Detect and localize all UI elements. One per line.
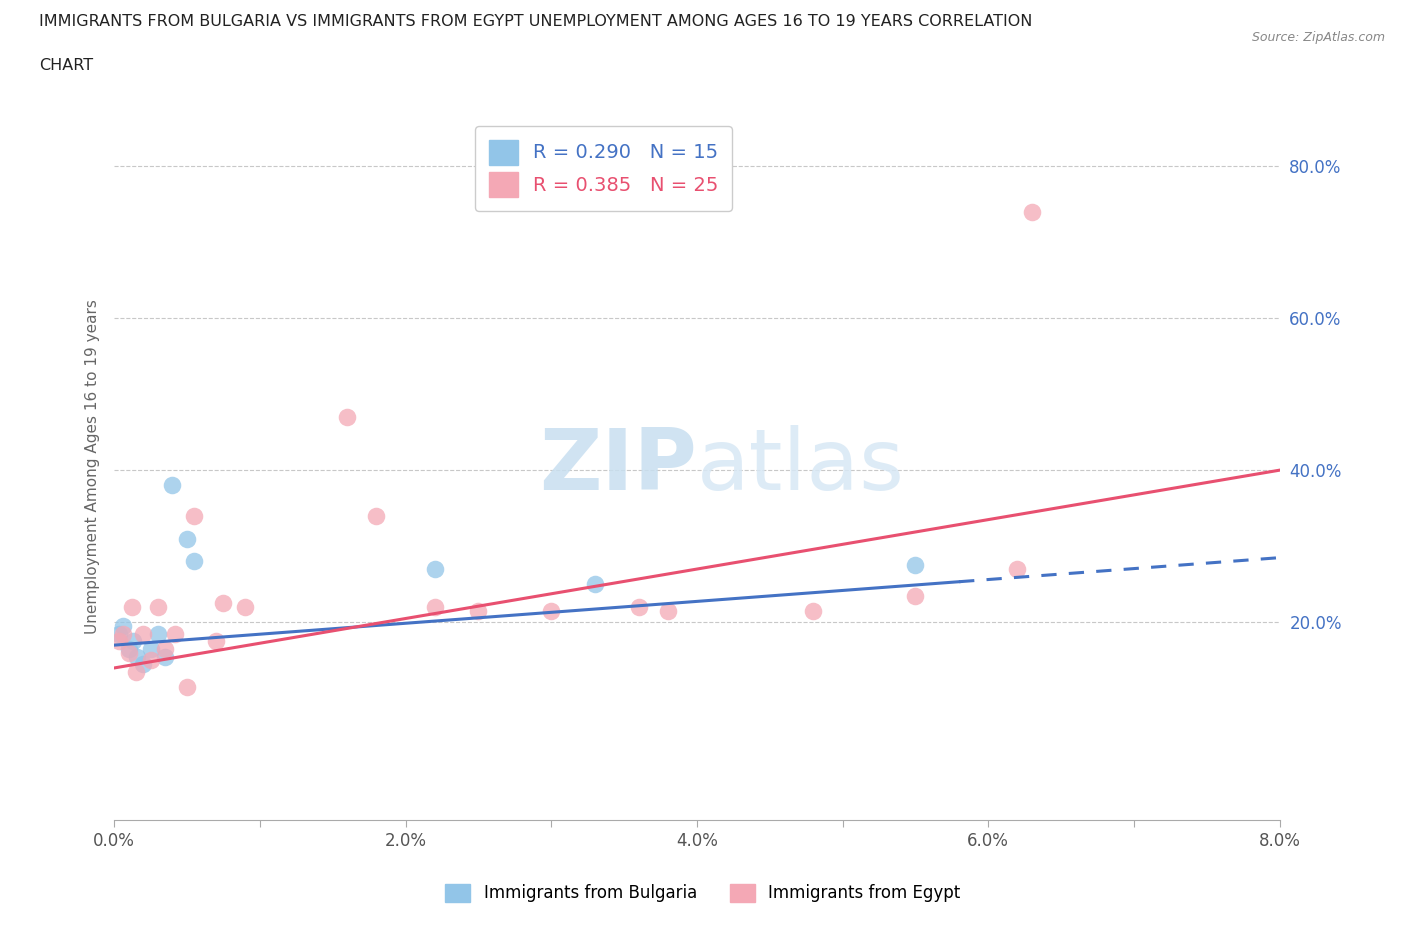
Point xyxy=(146,626,169,641)
Point xyxy=(139,653,162,668)
Point xyxy=(1021,204,1043,219)
Point xyxy=(127,649,149,664)
Text: Source: ZipAtlas.com: Source: ZipAtlas.com xyxy=(1251,31,1385,44)
Point xyxy=(125,664,148,679)
Legend: R = 0.290   N = 15, R = 0.385   N = 25: R = 0.290 N = 15, R = 0.385 N = 25 xyxy=(475,126,733,211)
Point xyxy=(233,600,256,615)
Point xyxy=(162,478,184,493)
Point xyxy=(423,600,446,615)
Point xyxy=(212,596,235,611)
Point xyxy=(132,626,155,641)
Text: IMMIGRANTS FROM BULGARIA VS IMMIGRANTS FROM EGYPT UNEMPLOYMENT AMONG AGES 16 TO : IMMIGRANTS FROM BULGARIA VS IMMIGRANTS F… xyxy=(39,14,1033,29)
Point xyxy=(111,618,134,633)
Point xyxy=(583,577,606,591)
Point xyxy=(657,604,679,618)
Point xyxy=(153,642,176,657)
Point xyxy=(153,649,176,664)
Point xyxy=(183,509,205,524)
Point xyxy=(803,604,825,618)
Point xyxy=(467,604,489,618)
Point xyxy=(205,634,228,649)
Point xyxy=(176,680,198,695)
Point xyxy=(183,554,205,569)
Point xyxy=(176,531,198,546)
Point xyxy=(132,657,155,671)
Y-axis label: Unemployment Among Ages 16 to 19 years: Unemployment Among Ages 16 to 19 years xyxy=(86,299,100,634)
Point xyxy=(366,509,388,524)
Point xyxy=(107,626,129,641)
Text: ZIP: ZIP xyxy=(538,425,697,508)
Point xyxy=(139,642,162,657)
Point xyxy=(111,626,134,641)
Point xyxy=(118,645,141,660)
Point xyxy=(904,558,927,573)
Text: atlas: atlas xyxy=(697,425,905,508)
Point xyxy=(121,600,143,615)
Point xyxy=(118,642,141,657)
Point xyxy=(904,589,927,604)
Point xyxy=(122,634,145,649)
Text: CHART: CHART xyxy=(39,58,93,73)
Point xyxy=(146,600,169,615)
Point xyxy=(336,409,359,424)
Point xyxy=(107,634,129,649)
Point xyxy=(165,626,187,641)
Point xyxy=(627,600,650,615)
Point xyxy=(423,562,446,577)
Point xyxy=(1007,562,1029,577)
Legend: Immigrants from Bulgaria, Immigrants from Egypt: Immigrants from Bulgaria, Immigrants fro… xyxy=(437,875,969,910)
Point xyxy=(540,604,562,618)
